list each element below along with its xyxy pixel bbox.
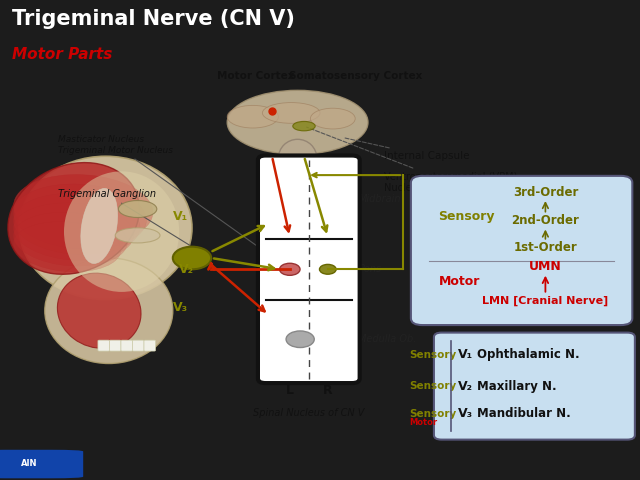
Text: Pons: Pons <box>358 264 381 274</box>
FancyBboxPatch shape <box>109 340 121 351</box>
FancyBboxPatch shape <box>144 340 156 351</box>
FancyBboxPatch shape <box>0 450 83 478</box>
Text: Sensory: Sensory <box>438 210 495 223</box>
Text: Sensory: Sensory <box>410 408 457 419</box>
Ellipse shape <box>13 184 147 249</box>
Ellipse shape <box>227 106 278 128</box>
Text: Motor Cortex: Motor Cortex <box>217 71 295 81</box>
Text: Masticator Nucleus
Trigeminal Motor Nucleus: Masticator Nucleus Trigeminal Motor Nucl… <box>58 135 287 268</box>
Text: 1st-Order: 1st-Order <box>513 241 577 254</box>
Text: V₃: V₃ <box>173 301 188 314</box>
Text: Somatosensory Cortex: Somatosensory Cortex <box>289 71 422 81</box>
Text: Internal Capsule: Internal Capsule <box>345 138 470 161</box>
Ellipse shape <box>293 121 316 131</box>
Text: Spinal Nucleus of CN V: Spinal Nucleus of CN V <box>253 408 365 418</box>
Text: V₃: V₃ <box>458 407 473 420</box>
Ellipse shape <box>13 212 127 266</box>
Text: Sensory: Sensory <box>410 350 457 360</box>
Circle shape <box>173 247 211 269</box>
Ellipse shape <box>13 222 121 272</box>
Text: L: L <box>286 384 294 396</box>
FancyBboxPatch shape <box>132 340 144 351</box>
FancyBboxPatch shape <box>434 333 635 440</box>
Ellipse shape <box>227 90 368 155</box>
FancyBboxPatch shape <box>411 176 632 325</box>
Ellipse shape <box>8 163 140 274</box>
Text: 3rd-Order: 3rd-Order <box>513 186 578 199</box>
Ellipse shape <box>115 228 160 243</box>
Text: V₁: V₁ <box>458 348 473 361</box>
Text: Sensory: Sensory <box>410 381 457 391</box>
Ellipse shape <box>81 189 118 264</box>
Text: Motor: Motor <box>410 419 438 428</box>
Text: Maxillary N.: Maxillary N. <box>477 380 556 393</box>
Text: 2nd-Order: 2nd-Order <box>511 214 579 227</box>
Ellipse shape <box>19 156 192 300</box>
FancyBboxPatch shape <box>98 340 109 351</box>
Text: Trigeminal Nerve (CN V): Trigeminal Nerve (CN V) <box>12 10 294 29</box>
Text: Trigeminal Ganglion: Trigeminal Ganglion <box>58 189 189 245</box>
Text: Ventroposteromedial (VPM)
Nucleus of Thalamus: Ventroposteromedial (VPM) Nucleus of Tha… <box>307 127 517 193</box>
Text: Motor Parts: Motor Parts <box>12 47 112 62</box>
Text: Motor: Motor <box>438 275 480 288</box>
Ellipse shape <box>13 193 140 255</box>
Ellipse shape <box>45 258 173 363</box>
Text: Midbrain: Midbrain <box>358 194 401 204</box>
Text: UMN: UMN <box>529 260 562 273</box>
Text: R: R <box>323 384 333 396</box>
FancyBboxPatch shape <box>121 340 132 351</box>
Text: AIN: AIN <box>20 459 37 468</box>
Ellipse shape <box>278 139 317 177</box>
Text: Ophthalamic N.: Ophthalamic N. <box>477 348 579 361</box>
Circle shape <box>280 263 300 276</box>
Text: Mandibular N.: Mandibular N. <box>477 407 570 420</box>
Circle shape <box>286 331 314 348</box>
Circle shape <box>319 264 336 274</box>
Ellipse shape <box>13 203 134 261</box>
Ellipse shape <box>58 273 141 348</box>
Text: Medulla Ob.: Medulla Ob. <box>358 334 417 344</box>
Text: V₁: V₁ <box>173 210 188 223</box>
Ellipse shape <box>13 175 153 243</box>
Ellipse shape <box>262 103 320 123</box>
Ellipse shape <box>310 108 355 129</box>
Text: V₂: V₂ <box>458 380 472 393</box>
Ellipse shape <box>118 201 157 217</box>
Text: V₂: V₂ <box>179 263 194 276</box>
Ellipse shape <box>64 171 179 292</box>
FancyBboxPatch shape <box>258 156 360 383</box>
Text: LMN [Cranial Nerve]: LMN [Cranial Nerve] <box>483 296 609 306</box>
